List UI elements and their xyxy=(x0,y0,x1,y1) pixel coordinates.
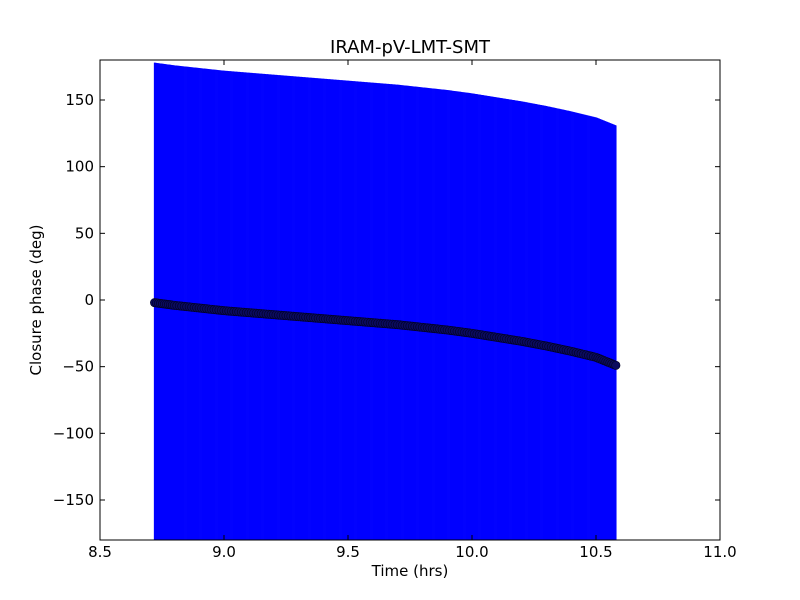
x-axis-label: Time (hrs) xyxy=(371,562,449,580)
y-axis-ticks: −150 −100 −50 0 50 100 150 xyxy=(53,91,720,509)
chart-title: IRAM-pV-LMT-SMT xyxy=(330,37,491,58)
x-tick-label: 9.0 xyxy=(212,543,236,561)
data-markers xyxy=(150,298,621,370)
x-tick-label: 10.0 xyxy=(455,543,488,561)
error-bars xyxy=(153,62,617,540)
y-axis-label: Closure phase (deg) xyxy=(27,225,45,376)
y-tick-label: 0 xyxy=(84,291,94,309)
y-tick-label: −100 xyxy=(53,424,94,442)
x-tick-label: 9.5 xyxy=(336,543,360,561)
y-tick-label: 50 xyxy=(75,224,94,242)
y-tick-label: 100 xyxy=(65,158,94,176)
x-tick-label: 8.5 xyxy=(88,543,112,561)
x-tick-label: 10.5 xyxy=(579,543,612,561)
y-tick-label: −150 xyxy=(53,491,94,509)
y-tick-label: 150 xyxy=(65,91,94,109)
data-point xyxy=(611,360,621,370)
y-tick-label: −50 xyxy=(62,358,94,376)
x-axis-ticks: 8.5 9.0 9.5 10.0 10.5 11.0 xyxy=(88,60,737,561)
x-tick-label: 11.0 xyxy=(703,543,736,561)
